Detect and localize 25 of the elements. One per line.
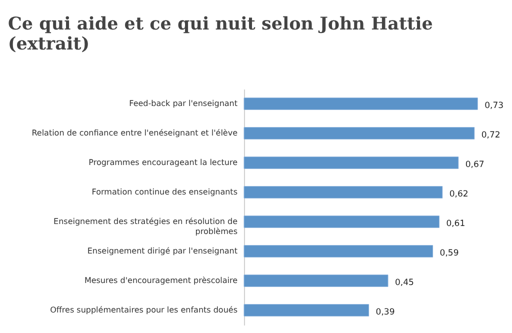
bar — [244, 156, 459, 169]
bar — [244, 216, 440, 228]
data-label: 0,61 — [446, 218, 466, 229]
data-label: 0,67 — [465, 160, 484, 170]
y-tick-label: Enseignement des stratégies en résolution de problèmes — [54, 216, 238, 236]
y-tick-label: Feed-back par l'enseignant — [129, 98, 238, 108]
data-label: 0,39 — [376, 307, 395, 318]
data-label: 0,62 — [449, 189, 468, 200]
data-label: 0,72 — [481, 130, 500, 140]
y-tick-label: Enseignement dirigé par l'enseignant — [87, 246, 238, 256]
data-label: 0,73 — [484, 100, 504, 111]
y-tick-label: Mesures d'encouragement prèscolaire — [84, 276, 238, 285]
bar — [244, 186, 443, 198]
y-tick-label: Programmes encourageant la lecture — [88, 158, 238, 167]
data-label: 0,59 — [440, 248, 459, 258]
bar — [244, 98, 478, 110]
bar — [244, 127, 475, 140]
y-tick-label: Offres supplémentaires pour les enfants doués — [50, 305, 238, 314]
bar — [244, 274, 388, 287]
bar — [244, 304, 370, 316]
y-tick-label: Formation continue des enseignants — [92, 187, 238, 196]
chart-title: Ce qui aide et ce qui nuit selon John Hattie (extrait) — [8, 14, 433, 54]
bar — [244, 245, 434, 258]
y-tick-label: Relation de confiance entre l'enéseignant et l'élève — [32, 128, 238, 138]
data-label: 0,45 — [395, 278, 414, 288]
